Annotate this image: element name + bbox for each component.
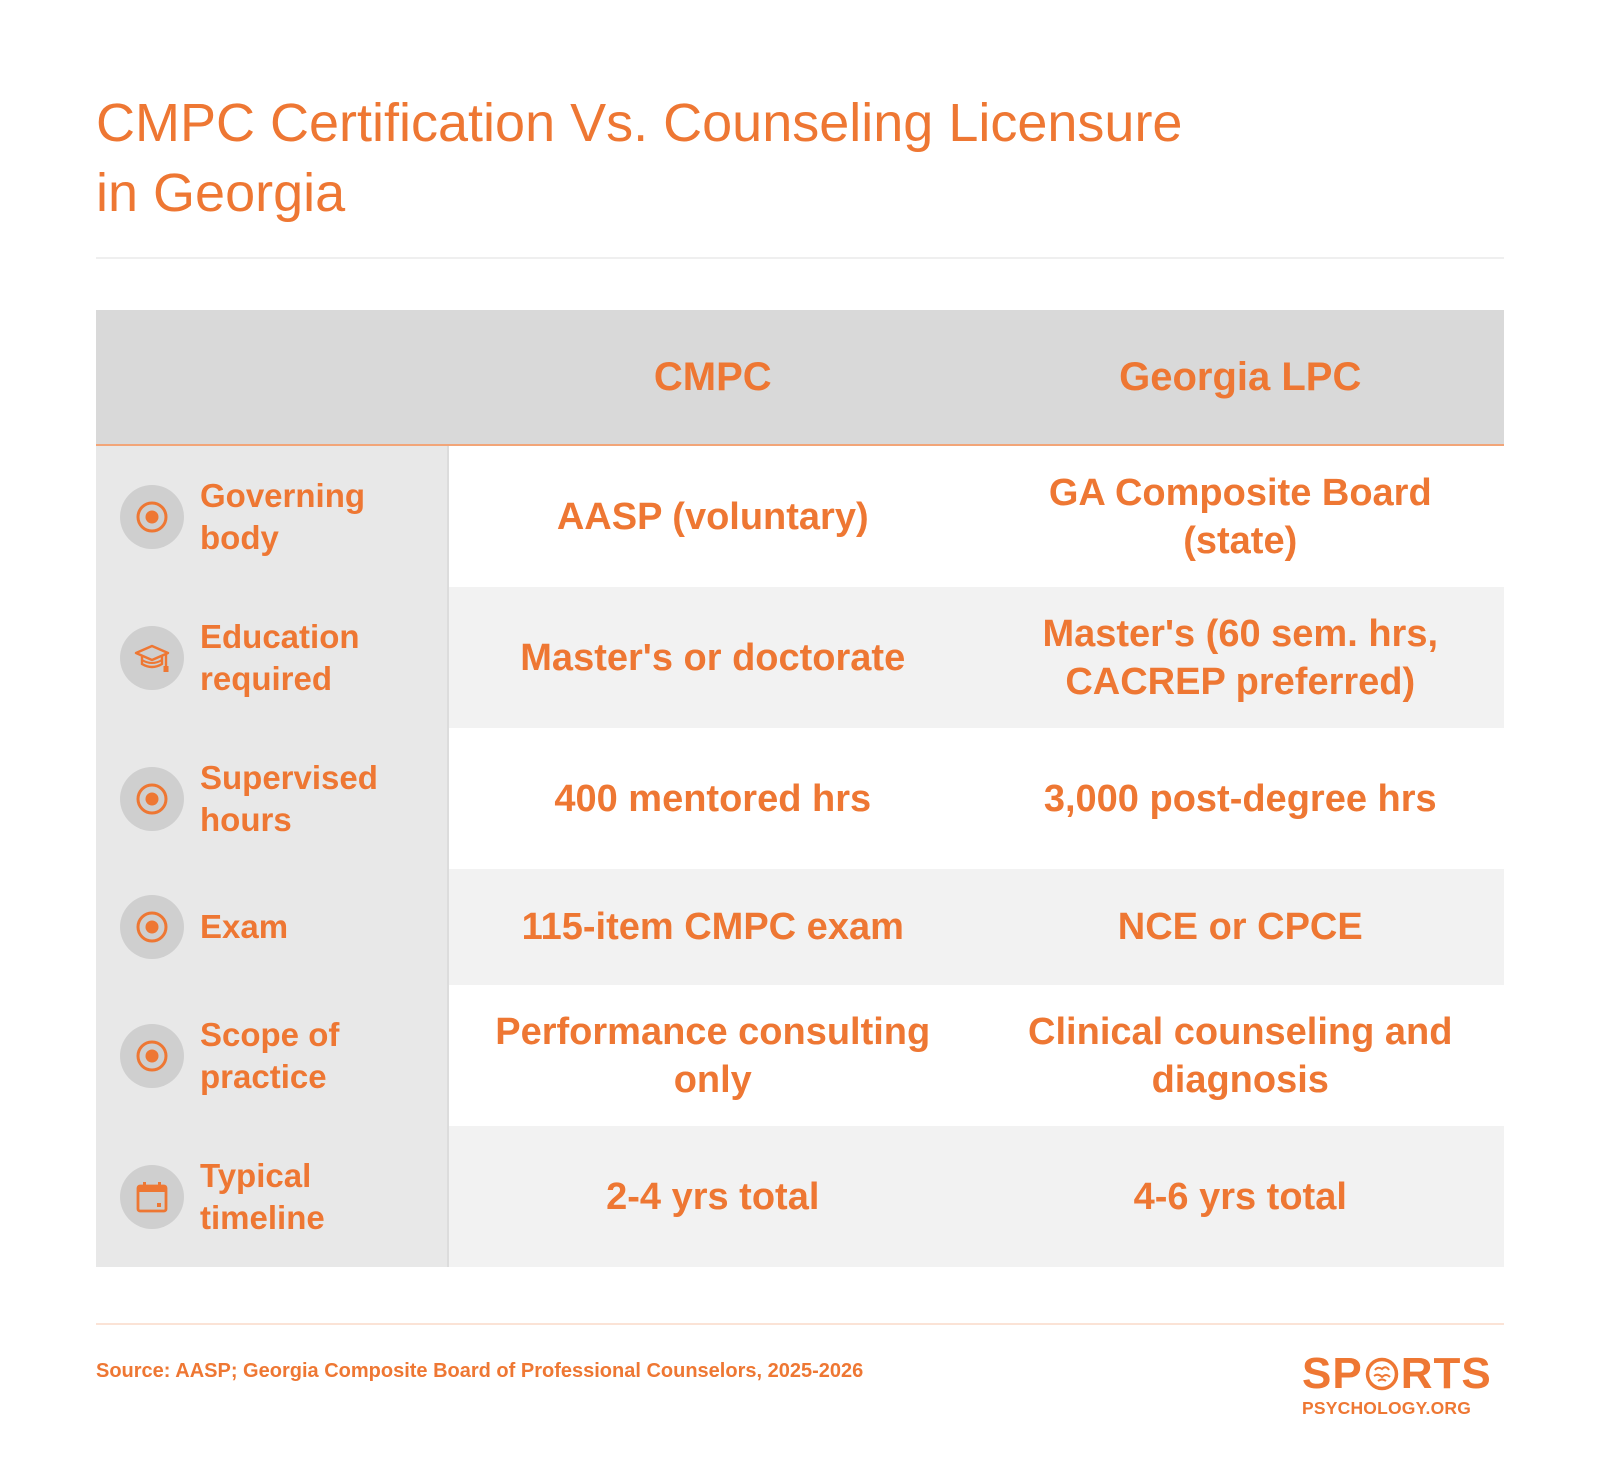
- calendar-icon: [120, 1164, 184, 1229]
- row-label-cell: Exam: [96, 869, 449, 985]
- lpc-value: Master's (60 sem. hrs, CACREP preferred): [976, 587, 1504, 728]
- table-row: Education required Master's or doctorate…: [96, 587, 1504, 728]
- logo-wordmark: SP RTS: [1302, 1352, 1504, 1396]
- lpc-value: 4-6 yrs total: [976, 1126, 1504, 1267]
- row-label-cell: Supervised hours: [96, 728, 449, 869]
- lpc-value: Clinical counseling and diagnosis: [976, 985, 1504, 1126]
- sportspsychology-logo: SP RTS PSYCHOLOGY.ORG: [1302, 1352, 1504, 1422]
- row-label-cell: Scope of practice: [96, 985, 449, 1126]
- column-header-cmpc: CMPC: [653, 354, 772, 399]
- lpc-value: NCE or CPCE: [976, 869, 1504, 985]
- row-label-cell: Education required: [96, 587, 449, 728]
- target-icon: [120, 895, 184, 959]
- logo-text-part-1: SP: [1302, 1349, 1363, 1398]
- table-row: Supervised hours 400 mentored hrs 3,000 …: [96, 728, 1504, 869]
- column-header-georgia-lpc: Georgia LPC: [1119, 354, 1362, 399]
- row-label: Scope of practice: [200, 1015, 340, 1095]
- row-label: Governing body: [200, 476, 366, 556]
- lpc-value: 3,000 post-degree hrs: [976, 728, 1504, 869]
- lpc-value: GA Composite Board (state): [976, 446, 1504, 587]
- cmpc-value: Master's or doctorate: [449, 587, 977, 728]
- comparison-table: CMPC Georgia LPC Governing body AASP (vo…: [96, 310, 1504, 1267]
- target-icon: [120, 1023, 184, 1088]
- cmpc-value: 2-4 yrs total: [449, 1126, 977, 1267]
- table-row: Exam 115-item CMPC exam NCE or CPCE: [96, 869, 1504, 985]
- title-line-2: in Georgia: [96, 163, 346, 223]
- graduation-cap-icon: [120, 625, 184, 690]
- row-label: Supervised hours: [200, 758, 378, 838]
- cmpc-value: AASP (voluntary): [449, 446, 977, 587]
- target-icon: [120, 766, 184, 831]
- row-label: Education required: [200, 617, 360, 697]
- logo-subtext: PSYCHOLOGY.ORG: [1302, 1398, 1472, 1418]
- row-label: Typical timeline: [200, 1156, 325, 1236]
- cmpc-value: 115-item CMPC exam: [449, 869, 977, 985]
- cmpc-value: 400 mentored hrs: [449, 728, 977, 869]
- footer-divider: [96, 1323, 1504, 1325]
- header-blank-cell: [96, 310, 449, 444]
- row-label: Exam: [200, 908, 289, 945]
- table-row: Typical timeline 2-4 yrs total 4-6 yrs t…: [96, 1126, 1504, 1267]
- source-note: Source: AASP; Georgia Composite Board of…: [96, 1360, 864, 1382]
- table-row: Governing body AASP (voluntary) GA Compo…: [96, 446, 1504, 587]
- cmpc-value: Performance consulting only: [449, 985, 977, 1126]
- brain-icon: [1365, 1357, 1398, 1391]
- target-icon: [120, 484, 184, 549]
- table-row: Scope of practice Performance consulting…: [96, 985, 1504, 1126]
- row-label-cell: Governing body: [96, 446, 449, 587]
- title-line-1: CMPC Certification Vs. Counseling Licens…: [96, 93, 1183, 153]
- table-header: CMPC Georgia LPC: [96, 310, 1504, 446]
- chart-title: CMPC Certification Vs. Counseling Licens…: [96, 88, 1296, 228]
- title-divider: [96, 257, 1504, 259]
- logo-text-part-2: RTS: [1400, 1349, 1492, 1398]
- row-label-cell: Typical timeline: [96, 1126, 449, 1267]
